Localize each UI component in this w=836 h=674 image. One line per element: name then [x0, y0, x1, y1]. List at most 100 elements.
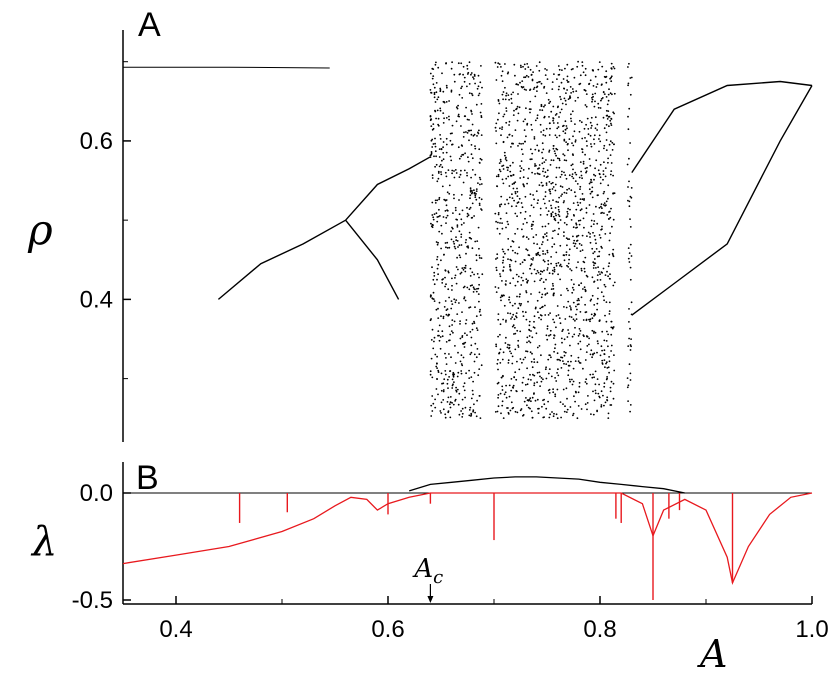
- chaotic-point: [543, 403, 546, 406]
- chaotic-point: [547, 210, 550, 213]
- chaotic-point: [476, 288, 478, 290]
- chaotic-point: [533, 374, 536, 377]
- chaotic-point: [565, 216, 568, 219]
- chaotic-point: [598, 255, 600, 258]
- chaotic-point: [432, 83, 435, 86]
- chaotic-point: [523, 63, 526, 66]
- chaotic-point: [577, 334, 580, 337]
- chaotic-point: [474, 194, 477, 197]
- chaotic-point: [548, 102, 550, 105]
- chaotic-point: [517, 145, 519, 147]
- chaotic-point: [507, 258, 509, 260]
- chaotic-point: [438, 148, 441, 151]
- chaotic-point: [448, 246, 451, 249]
- chaotic-point: [442, 141, 445, 143]
- chaotic-point: [516, 228, 519, 230]
- chaotic-point: [566, 213, 569, 215]
- chaotic-point: [515, 205, 518, 208]
- chaotic-point: [555, 166, 558, 169]
- chaotic-point: [578, 176, 581, 179]
- chaotic-point: [551, 282, 554, 285]
- chaotic-point: [559, 322, 562, 325]
- chaotic-point: [475, 315, 478, 318]
- chaotic-point: [448, 339, 450, 342]
- chaotic-point: [627, 82, 630, 85]
- chaotic-point: [605, 362, 607, 365]
- chaotic-point: [455, 282, 458, 285]
- chaotic-point: [443, 378, 446, 381]
- chaotic-point: [533, 86, 536, 89]
- chaotic-point: [557, 213, 560, 216]
- chaotic-point: [457, 351, 459, 354]
- chaotic-point: [555, 200, 558, 203]
- chaotic-point: [572, 367, 575, 370]
- chaotic-point: [478, 368, 481, 370]
- chaotic-point: [531, 228, 533, 230]
- chaotic-point: [509, 301, 511, 304]
- chaotic-point: [559, 95, 561, 98]
- chaotic-point: [495, 79, 498, 81]
- chaotic-point: [438, 196, 441, 199]
- chaotic-point: [528, 328, 530, 331]
- chaotic-point: [555, 413, 558, 416]
- chaotic-point: [607, 333, 609, 336]
- chaotic-point: [444, 269, 447, 272]
- chaotic-point: [607, 184, 610, 187]
- chaotic-point: [543, 260, 546, 263]
- chaotic-point: [527, 66, 530, 68]
- chaotic-point: [598, 395, 601, 398]
- chaotic-point: [431, 174, 434, 177]
- chaotic-point: [608, 360, 611, 363]
- chaotic-point: [507, 223, 510, 226]
- chaotic-point: [464, 270, 467, 273]
- chaotic-point: [456, 224, 459, 227]
- chaotic-point: [606, 270, 608, 273]
- chaotic-point: [514, 326, 516, 329]
- chaotic-point: [436, 267, 439, 270]
- chaotic-point: [629, 410, 631, 413]
- chaotic-point: [604, 167, 607, 170]
- chaotic-point: [584, 153, 586, 156]
- chaotic-point: [481, 273, 484, 276]
- chaotic-point: [453, 242, 456, 245]
- chaotic-point: [608, 143, 611, 146]
- chaotic-point: [434, 142, 436, 145]
- chaotic-point: [453, 381, 455, 383]
- chaotic-point: [499, 392, 502, 395]
- chaotic-point: [522, 86, 525, 88]
- chaotic-point: [534, 95, 537, 98]
- chaotic-point: [579, 188, 581, 191]
- chaotic-point: [556, 122, 559, 124]
- chaotic-point: [580, 267, 583, 270]
- chaotic-point: [448, 353, 450, 355]
- chaotic-point: [505, 336, 507, 339]
- chaotic-point: [548, 122, 551, 125]
- chaotic-point: [567, 238, 569, 241]
- chaotic-point: [505, 121, 508, 124]
- panel-a-chaotic-band: [429, 60, 633, 420]
- chaotic-point: [518, 197, 521, 200]
- chaotic-point: [436, 109, 439, 112]
- chaotic-point: [569, 305, 571, 307]
- chaotic-point: [560, 173, 563, 176]
- chaotic-point: [508, 346, 511, 349]
- chaotic-point: [628, 180, 630, 183]
- chaotic-point: [630, 255, 633, 257]
- chaotic-point: [570, 279, 573, 281]
- chaotic-point: [612, 192, 615, 195]
- chaotic-point: [497, 358, 499, 361]
- chaotic-point: [565, 363, 568, 365]
- chaotic-point: [553, 73, 555, 75]
- chaotic-point: [557, 208, 560, 211]
- chaotic-point: [600, 405, 603, 408]
- chaotic-point: [583, 127, 586, 130]
- chaotic-point: [457, 104, 459, 107]
- chaotic-point: [576, 239, 579, 242]
- chaotic-point: [439, 138, 442, 140]
- chaotic-point: [454, 247, 457, 250]
- chaotic-point: [560, 98, 562, 101]
- chaotic-point: [555, 214, 557, 217]
- chaotic-point: [463, 285, 466, 288]
- chaotic-point: [430, 152, 433, 155]
- chaotic-point: [498, 112, 500, 115]
